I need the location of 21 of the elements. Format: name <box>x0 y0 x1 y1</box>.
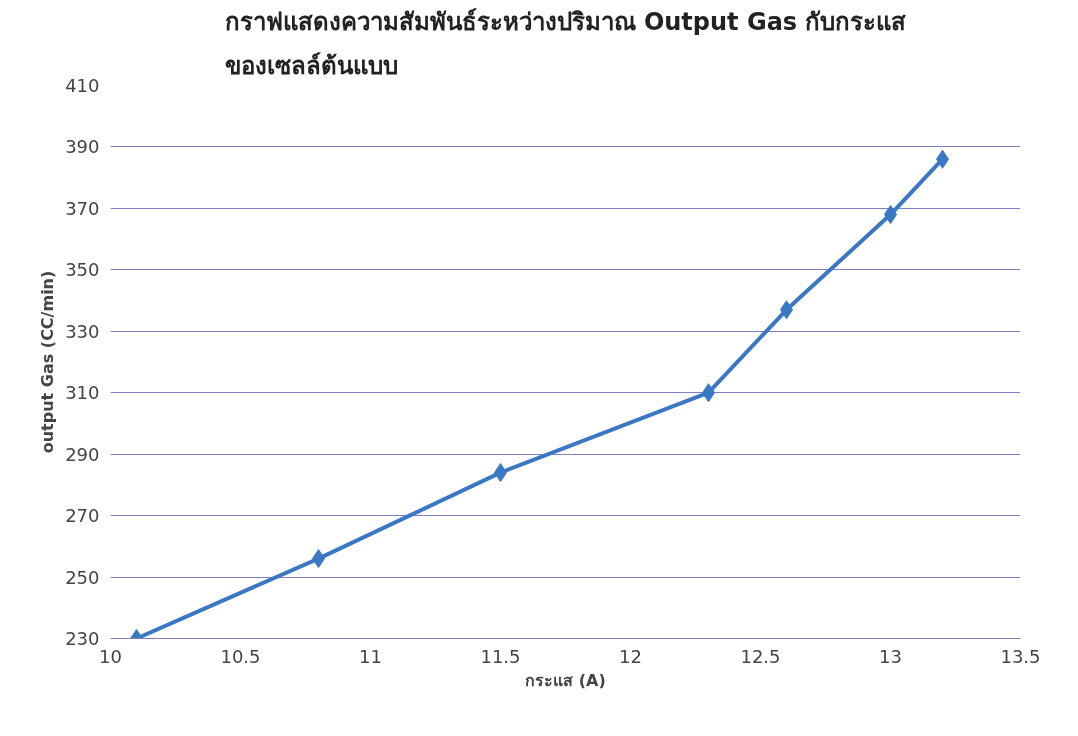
x-tick-label: 11 <box>359 645 382 667</box>
y-tick-label: 310 <box>65 382 100 404</box>
x-tick-label: 13 <box>879 645 902 667</box>
chart-title: กราฟแสดงความสัมพันธ์ระหว่างปริมาณ Output Gas กับกระแส ของเซลล์ต้นแบบ <box>224 7 907 81</box>
y-tick-label: 350 <box>65 259 100 281</box>
y-tick-label: 230 <box>65 628 100 649</box>
y-tick-label: 370 <box>65 197 100 219</box>
x-tick-label: 11.5 <box>480 645 521 667</box>
x-tick-label: 10.5 <box>220 645 261 667</box>
x-tick-label: 10 <box>99 645 122 667</box>
y-tick-label: 270 <box>65 505 100 527</box>
y-tick-label: 250 <box>65 566 100 588</box>
x-tick-label: 12.5 <box>740 645 781 667</box>
x-tick-label: 12 <box>619 645 642 667</box>
y-tick-label: 390 <box>65 136 100 158</box>
y-tick-label: 290 <box>65 443 100 465</box>
y-tick-label: 410 <box>65 75 100 96</box>
x-axis-title: กระแส (A) <box>525 670 606 690</box>
y-axis-title: output Gas (CC/min) <box>38 270 58 454</box>
y-tick-label: 330 <box>65 320 100 342</box>
x-tick-label: 13.5 <box>1000 645 1041 667</box>
